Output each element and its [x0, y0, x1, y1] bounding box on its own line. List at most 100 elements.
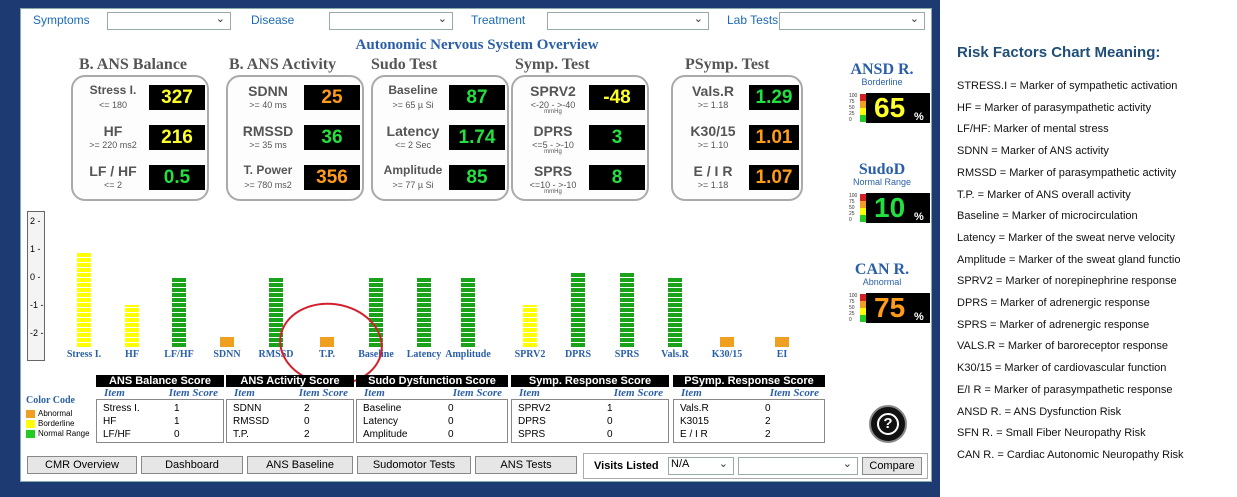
section-title: PSymp. Test [685, 56, 770, 73]
row-item: HF [103, 416, 117, 427]
chart-bar [720, 337, 734, 347]
test-label: Stress I. [89, 83, 137, 97]
scale-tick: 1 - [30, 244, 41, 254]
legend-item-borderline: Borderline [26, 419, 90, 428]
test-reference: <= 2 Sec [394, 140, 432, 150]
table-row: Baseline 0 [357, 403, 507, 415]
risk-factor-line: E/I R = Marker of parasympathetic respon… [957, 383, 1173, 396]
lab-tests-label: Lab Tests [727, 13, 779, 27]
risk-factor-line: Latency = Marker of the sweat nerve velo… [957, 231, 1175, 244]
risk-value-box: 65% [866, 93, 930, 123]
treatment-label: Treatment [471, 13, 526, 27]
chart-bar [461, 277, 475, 347]
test-reference-unit: mmHg [544, 189, 562, 195]
test-value: 1.29 [749, 85, 799, 110]
score-table-header: Item Item Score [356, 387, 508, 399]
row-item: LF/HF [103, 429, 131, 440]
test-label: SPRS [533, 163, 573, 179]
risk-factor-line: STRESS.I = Marker of sympathetic activat… [957, 80, 1178, 92]
chart-category-label: Amplitude [445, 349, 491, 360]
legend-title: Color Code [26, 395, 75, 406]
ans-tests-button[interactable]: ANS Tests [475, 456, 577, 474]
table-row: SPRV2 1 [512, 403, 668, 415]
chart-category-label: SPRV2 [514, 349, 546, 360]
test-reference: >= 1.18 [697, 100, 729, 110]
score-table-header: Item Item Score [226, 387, 354, 399]
score-column-header: Item Score [452, 387, 502, 399]
test-value: 85 [449, 165, 505, 190]
chart-bar [775, 337, 789, 347]
chart-bar [172, 277, 186, 347]
visit-compare-select[interactable]: ⌄ [738, 457, 858, 475]
chart-bar [77, 253, 91, 347]
table-row: RMSSD 0 [227, 416, 353, 428]
table-row: E / I R 2 [674, 429, 824, 441]
score-table-body: Stress I. 1 HF 1 LF/HF 0 [96, 399, 224, 443]
item-column-header: Item [681, 387, 702, 399]
row-score: 0 [607, 429, 613, 440]
test-reference: <= 180 [98, 100, 128, 110]
gauge-tick: 0 [849, 317, 852, 323]
gauge-tick: 25 [849, 211, 855, 217]
row-score: 0 [448, 429, 454, 440]
test-reference-unit: mmHg [544, 149, 562, 155]
chart-category-label: SDNN [213, 349, 241, 360]
color-code-legend: Color Code Abnormal Borderline Normal Ra… [26, 395, 90, 439]
gauge-tick: 100 [849, 293, 858, 299]
row-item: T.P. [233, 429, 249, 440]
gauge-tick: 50 [849, 105, 855, 111]
cmr-overview-button[interactable]: CMR Overview [27, 456, 137, 474]
row-item: E / I R [680, 429, 708, 440]
gauge-tick: 100 [849, 93, 858, 99]
risk-factor-line: CAN R. = Cardiac Autonomic Neuropathy Ri… [957, 448, 1184, 461]
row-score: 2 [304, 429, 310, 440]
score-column-header: Item Score [613, 387, 663, 399]
chart-scale: 2 - 1 - 0 - -1 - -2 - [27, 211, 45, 361]
visits-select[interactable]: N/A ⌄ [668, 457, 734, 475]
gauge-tick: 25 [849, 311, 855, 317]
score-column-header: Item Score [769, 387, 819, 399]
test-value: 1.07 [749, 165, 799, 190]
visits-label: Visits Listed [594, 460, 659, 472]
risk-value: 10 [874, 192, 906, 223]
chart-category-label: RMSSD [258, 349, 294, 360]
lab-tests-select[interactable]: ⌄ [779, 12, 925, 30]
risk-level-gauge [860, 194, 866, 222]
chart-bar [571, 273, 585, 347]
table-row: DPRS 0 [512, 416, 668, 428]
risk-indicator: CAN R. Abnormal 75% 100 75 50 25 0 [836, 261, 930, 331]
dashboard-button[interactable]: Dashboard [141, 456, 243, 474]
test-label: Baseline [388, 83, 438, 97]
chart-bar [620, 273, 634, 347]
symptoms-select[interactable]: ⌄ [107, 12, 231, 30]
sudomotor-tests-button[interactable]: Sudomotor Tests [357, 456, 471, 474]
test-reference: >= 220 ms2 [89, 140, 137, 150]
help-button[interactable]: ? [869, 405, 907, 443]
chevron-down-icon: ⌄ [842, 458, 852, 470]
treatment-select[interactable]: ⌄ [547, 12, 709, 30]
test-value: 0.5 [149, 165, 205, 190]
risk-factor-line: SPRS = Marker of adrenergic response [957, 318, 1150, 331]
table-row: K3015 2 [674, 416, 824, 428]
question-icon: ? [877, 413, 899, 435]
test-value: 87 [449, 85, 505, 110]
risk-status: Normal Range [852, 177, 912, 187]
legend-item-normal: Normal Range [26, 429, 90, 438]
chart-category-label: Baseline [358, 349, 394, 360]
ans-baseline-button[interactable]: ANS Baseline [247, 456, 353, 474]
test-value: 327 [149, 85, 205, 110]
chart-category-label: Vals.R [661, 349, 689, 360]
section-title: B. ANS Activity [229, 56, 337, 73]
item-column-header: Item [234, 387, 255, 399]
gauge-tick: 50 [849, 305, 855, 311]
chart-category-label: T.P. [318, 349, 336, 360]
table-row: Latency 0 [357, 416, 507, 428]
compare-button[interactable]: Compare [862, 457, 922, 475]
risk-value-box: 75% [866, 293, 930, 323]
chart-bar [668, 277, 682, 347]
disease-select[interactable]: ⌄ [329, 12, 453, 30]
test-label: RMSSD [242, 123, 294, 139]
chart-bar [125, 305, 139, 347]
visits-panel: Visits Listed N/A ⌄ ⌄ Compare [583, 453, 928, 479]
chart-category-label: LF/HF [164, 349, 194, 360]
